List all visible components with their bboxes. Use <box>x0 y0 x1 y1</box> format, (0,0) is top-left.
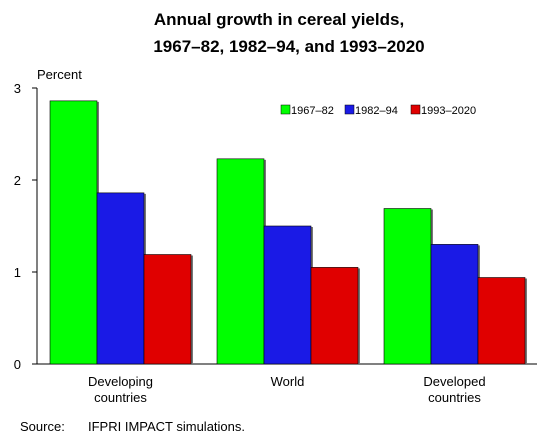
bar-0-0 <box>49 100 98 365</box>
legend-swatch <box>410 104 421 115</box>
chart-title: Annual growth in cereal yields, 1967–82, … <box>153 10 424 56</box>
category-label: countries <box>94 390 147 405</box>
bar-2-0 <box>143 254 192 365</box>
bar-0-1 <box>216 158 265 365</box>
legend: 1967–82 1982–94 1993–2020 <box>280 104 476 117</box>
y-axis-ticks: 0 1 2 3 <box>14 81 37 372</box>
chart-title-line: 1967–82, 1982–94, and 1993–2020 <box>153 37 424 56</box>
y-tick-label: 3 <box>14 81 21 96</box>
legend-swatch <box>280 104 291 115</box>
chart-title-line: Annual growth in cereal yields, <box>154 10 404 29</box>
y-axis-label: Percent <box>37 67 82 82</box>
legend-swatch <box>344 104 355 115</box>
legend-label: 1967–82 <box>291 105 334 117</box>
source-label: Source: <box>20 419 65 434</box>
bar-2-1 <box>310 267 359 365</box>
legend-label: 1982–94 <box>355 105 398 117</box>
y-tick-label: 1 <box>14 265 21 280</box>
bar-1-1 <box>263 225 312 365</box>
bar-1-2 <box>430 244 479 365</box>
bar-0-2 <box>383 208 432 365</box>
bars <box>49 100 527 365</box>
bar-2-2 <box>477 277 526 365</box>
category-label: Developing <box>88 374 153 389</box>
source-text: IFPRI IMPACT simulations. <box>88 419 245 434</box>
category-label: Developed <box>423 374 485 389</box>
category-label: World <box>271 374 305 389</box>
bar-1-0 <box>96 192 145 365</box>
category-label: countries <box>428 390 481 405</box>
legend-label: 1993–2020 <box>421 105 476 117</box>
y-tick-label: 0 <box>14 357 21 372</box>
y-tick-label: 2 <box>14 173 21 188</box>
